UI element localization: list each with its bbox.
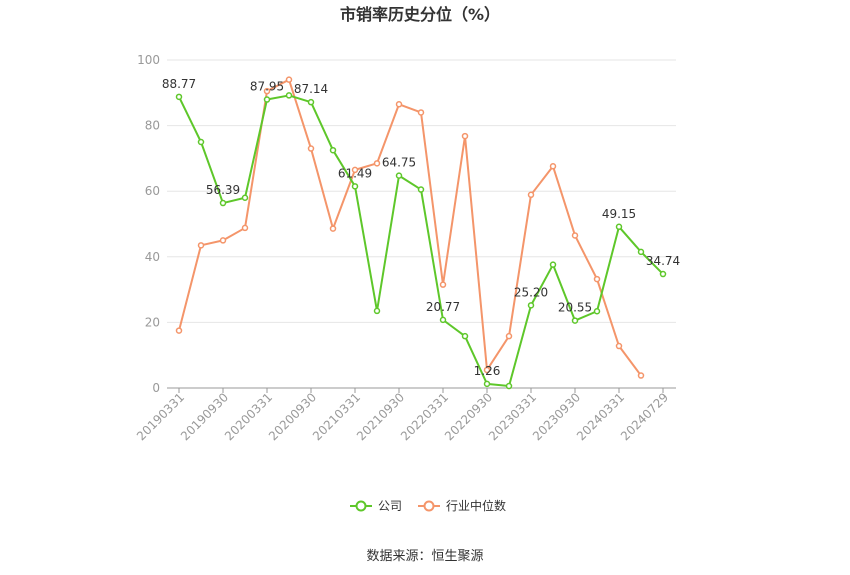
data-point xyxy=(439,316,447,324)
y-tick-label: 100 xyxy=(137,53,160,67)
data-point xyxy=(197,242,205,249)
data-point xyxy=(219,199,227,207)
x-tick-label: 20240729 xyxy=(618,390,671,443)
data-point xyxy=(615,223,623,231)
data-point xyxy=(417,186,425,193)
data-point xyxy=(483,366,491,374)
data-label: 87.14 xyxy=(294,82,328,96)
data-point xyxy=(285,92,293,99)
axes: 0204060801002019033120190930202003312020… xyxy=(134,53,676,443)
data-point xyxy=(549,163,557,170)
y-tick-label: 20 xyxy=(145,315,160,329)
data-point xyxy=(285,76,293,83)
y-tick-label: 80 xyxy=(145,119,160,133)
data-point xyxy=(527,191,535,199)
data-label: 56.39 xyxy=(206,183,240,197)
data-point xyxy=(417,109,425,116)
data-point xyxy=(351,166,359,174)
data-point xyxy=(307,98,315,106)
data-point xyxy=(637,372,645,379)
data-label: 49.15 xyxy=(602,207,636,221)
data-label: 87.95 xyxy=(250,80,284,94)
data-point xyxy=(571,232,579,239)
data-point xyxy=(439,281,447,288)
data-point xyxy=(329,225,337,232)
data-point xyxy=(637,248,645,256)
data-point xyxy=(395,172,403,179)
data-label: 20.77 xyxy=(426,300,460,314)
data-point xyxy=(351,183,359,190)
data-point xyxy=(483,380,491,388)
data-label: 61.49 xyxy=(338,166,372,180)
data-point xyxy=(571,317,579,324)
data-point xyxy=(219,237,227,244)
data-point xyxy=(175,327,183,334)
data-labels: 88.77 56.39 87.95 87.14 61.49 64.75 20.77 1.26 2… xyxy=(162,77,680,378)
data-label: 88.77 xyxy=(162,77,196,91)
data-point xyxy=(549,261,557,268)
source-note: 数据来源：恒生聚源 xyxy=(366,549,483,564)
data-point xyxy=(197,138,205,146)
data-point xyxy=(505,382,513,390)
data-point xyxy=(263,87,271,95)
data-label: 64.75 xyxy=(382,156,416,170)
data-point xyxy=(461,332,469,340)
data-label: 34.74 xyxy=(646,254,680,268)
data-point xyxy=(307,145,315,152)
legend-label: 公司 xyxy=(378,499,402,513)
data-point xyxy=(175,93,183,101)
legend-label: 行业中位数 xyxy=(446,498,506,513)
data-point xyxy=(241,224,249,232)
series-line xyxy=(178,78,642,377)
data-point xyxy=(593,307,601,315)
data-point xyxy=(373,160,381,167)
data-point xyxy=(527,302,535,309)
data-point xyxy=(593,275,601,283)
data-point xyxy=(615,342,623,350)
legend-marker xyxy=(355,500,367,512)
data-point xyxy=(373,307,381,315)
data-point xyxy=(505,332,513,340)
y-tick-label: 0 xyxy=(152,381,160,395)
data-point xyxy=(263,96,271,103)
data-point xyxy=(395,101,403,108)
series-line xyxy=(178,94,664,388)
legend[interactable]: 公司 行业中位数 xyxy=(350,498,506,513)
series-points xyxy=(175,76,667,390)
data-point xyxy=(659,270,667,278)
legend-marker xyxy=(423,500,435,512)
data-label: 25.20 xyxy=(514,285,548,299)
data-label: 1.26 xyxy=(474,364,501,378)
y-tick-label: 40 xyxy=(145,250,160,264)
chart-title: 市销率历史分位（%） xyxy=(340,5,500,24)
data-point xyxy=(461,132,469,140)
y-tick-label: 60 xyxy=(145,184,160,198)
data-label: 20.55 xyxy=(558,301,592,315)
data-point xyxy=(241,194,249,202)
data-point xyxy=(329,146,337,154)
